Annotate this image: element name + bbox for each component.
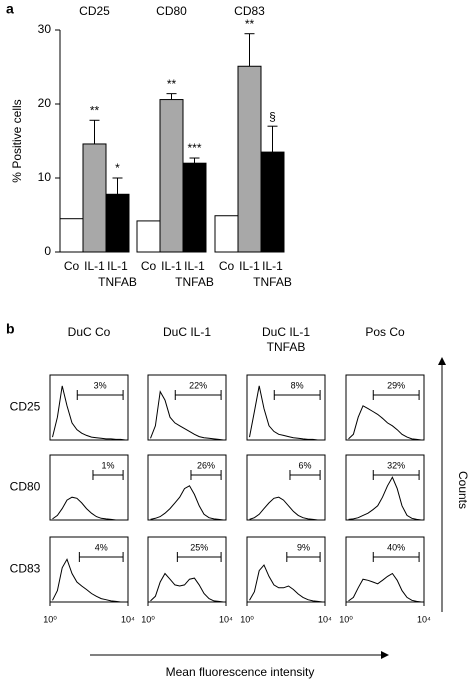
histogram-curve [52, 558, 126, 603]
annotation: ** [167, 77, 177, 91]
x-tick-label: TNFAB [175, 275, 214, 289]
bar [136, 220, 161, 253]
annotation: * [115, 161, 120, 175]
x-tick-label: IL-1 [161, 259, 182, 273]
histogram-frame [147, 536, 227, 603]
row-label: CD83 [10, 562, 41, 576]
histogram-curve [249, 385, 323, 441]
histogram-frame [246, 536, 326, 603]
row-label: CD80 [10, 480, 41, 494]
bar [105, 193, 130, 253]
annotation: ** [245, 17, 255, 31]
annotation: ** [90, 103, 100, 117]
percent-label: 9% [297, 542, 310, 552]
histogram-frame [49, 536, 129, 603]
percent-label: 3% [94, 380, 107, 390]
y-tick-label: 20 [38, 96, 52, 110]
x-tick-label: 10⁴ [318, 614, 332, 624]
histogram-frame [49, 374, 129, 441]
histogram-frame [246, 374, 326, 441]
bar [159, 99, 184, 253]
x-tick-label: IL-1 [262, 259, 283, 273]
column-label: Pos Co [365, 325, 405, 339]
annotation: § [269, 109, 276, 123]
group-label: CD83 [234, 4, 265, 18]
x-tick-label: TNFAB [253, 275, 292, 289]
histogram-frame [345, 374, 425, 441]
y-tick-label: 30 [38, 22, 52, 36]
histogram-curve [249, 496, 323, 521]
x-tick-label: Co [64, 259, 80, 273]
y-axis-label: % Positive cells [10, 99, 24, 182]
y-tick-label: 10 [38, 170, 52, 184]
percent-label: 26% [197, 460, 215, 470]
x-tick-label: IL-1 [239, 259, 260, 273]
histogram-curve [150, 572, 224, 603]
histogram-curve [52, 385, 126, 441]
group-label: CD25 [79, 4, 110, 18]
histogram-curve [150, 390, 224, 441]
column-label: DuC Co [68, 325, 111, 339]
row-label: CD25 [10, 400, 41, 414]
group-label: CD80 [156, 4, 187, 18]
y-tick-label: 0 [44, 244, 51, 258]
percent-label: 40% [387, 542, 405, 552]
x-tick-label: 10⁰ [43, 614, 57, 624]
percent-label: 22% [189, 380, 207, 390]
histogram-frame [345, 454, 425, 521]
histogram-curve [150, 485, 224, 521]
percent-label: 32% [387, 460, 405, 470]
percent-label: 29% [387, 380, 405, 390]
histogram-curve [52, 496, 126, 521]
column-label: DuC IL-1 [262, 325, 310, 339]
histogram-curve [348, 476, 422, 521]
x-tick-label: TNFAB [98, 275, 137, 289]
x-tick-label: 10⁰ [339, 614, 353, 624]
histogram-frame [49, 454, 129, 521]
bar [237, 65, 262, 253]
percent-label: 25% [190, 542, 208, 552]
bar [59, 218, 84, 253]
x-axis-label: Mean fluorescence intensity [166, 665, 315, 679]
x-tick-label: 10⁰ [141, 614, 155, 624]
histogram-frame [345, 536, 425, 603]
bar [82, 143, 107, 253]
percent-label: 1% [102, 460, 115, 470]
x-tick-label: Co [219, 259, 235, 273]
x-tick-label: IL-1 [107, 259, 128, 273]
histogram-frame [246, 454, 326, 521]
x-tick-label: 10⁴ [121, 614, 135, 624]
percent-label: 4% [95, 542, 108, 552]
histogram-curve [348, 405, 422, 441]
histogram-curve [348, 572, 422, 603]
panel-label: a [6, 1, 14, 17]
panel-label: b [6, 321, 15, 337]
column-label: TNFAB [267, 340, 306, 354]
histogram-frame [147, 374, 227, 441]
column-label: DuC IL-1 [163, 325, 211, 339]
y-axis-label: Counts [456, 471, 470, 509]
bar [214, 215, 239, 253]
x-tick-label: IL-1 [184, 259, 205, 273]
x-tick-label: 10⁴ [417, 614, 431, 624]
annotation: *** [187, 141, 201, 155]
x-tick-label: 10⁴ [219, 614, 233, 624]
percent-label: 6% [299, 460, 312, 470]
x-tick-label: Co [141, 259, 157, 273]
x-tick-label: IL-1 [84, 259, 105, 273]
bar [182, 162, 207, 253]
percent-label: 8% [291, 380, 304, 390]
histogram-curve [249, 564, 323, 603]
bar [260, 151, 285, 253]
x-tick-label: 10⁰ [240, 614, 254, 624]
histogram-frame [147, 454, 227, 521]
